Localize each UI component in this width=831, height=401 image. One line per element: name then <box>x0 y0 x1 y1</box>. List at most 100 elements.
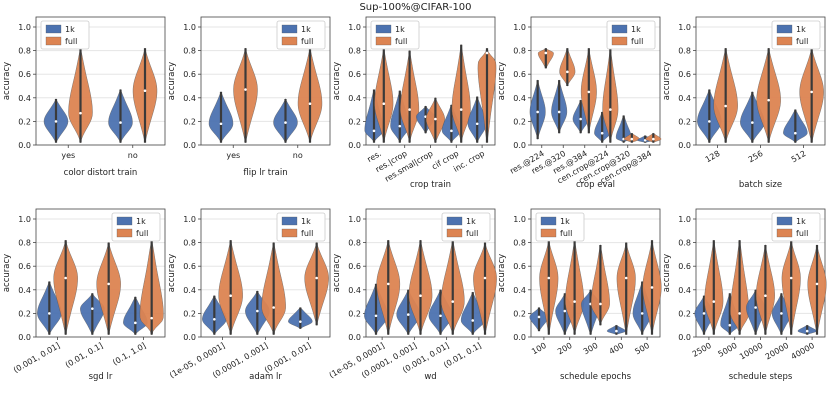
y-tick-label: 0.2 <box>18 117 31 126</box>
violin-median <box>566 70 569 74</box>
violin-median <box>702 312 706 315</box>
violin-median <box>557 110 561 114</box>
legend-label-1k: 1k <box>466 217 476 226</box>
violin-median <box>386 282 390 286</box>
chart-schedule-epochs: 0.0 0.2 0.4 0.6 0.8 1.0 accuracy 100 200 300 400 50… <box>497 208 662 382</box>
violin-median <box>219 122 223 126</box>
violin-median <box>563 309 567 313</box>
legend: 1k full <box>276 20 326 50</box>
y-tick-label: 0.6 <box>678 70 691 79</box>
axes-frame <box>35 16 166 146</box>
chart-wd: 0.0 0.2 0.4 0.6 0.8 1.0 accuracy (1e-05, 0.0001… <box>328 208 497 382</box>
legend: 1k full <box>40 20 90 50</box>
legend: 1k full <box>771 212 821 242</box>
chart-color-distort: 0.0 0.2 0.4 0.6 0.8 1.0 accuracy yes no color dis… <box>2 16 166 178</box>
legend-label-1k: 1k <box>560 217 570 226</box>
legend-swatch-1k <box>281 216 298 226</box>
violin-median <box>406 313 410 316</box>
violin-median <box>573 300 576 303</box>
x-axis-label: sgd lr <box>89 372 113 382</box>
x-axis-label: adam lr <box>249 372 282 382</box>
y-tick-label: 0.2 <box>183 309 196 318</box>
violin-median <box>459 108 463 111</box>
y-tick-label: 0.4 <box>513 286 526 295</box>
y-tick-label: 1.0 <box>513 23 526 32</box>
violin-median <box>54 120 58 123</box>
violin-median <box>587 90 591 94</box>
y-tick-label: 0.2 <box>678 309 691 318</box>
y-tick-label: 0.4 <box>348 286 361 295</box>
y-tick-label: 0.2 <box>513 309 526 318</box>
x-tick-label: 500 <box>633 341 651 356</box>
y-tick-label: 1.0 <box>348 23 361 32</box>
violin-median <box>119 121 122 124</box>
violin-median <box>408 108 411 111</box>
y-tick-label: 0.4 <box>183 286 196 295</box>
legend-label-full: full <box>466 229 478 238</box>
violin-median <box>579 117 582 121</box>
y-tick-label: 0.4 <box>183 94 196 103</box>
y-tick-label: 0.8 <box>348 47 361 56</box>
x-tick-label: 10000 <box>738 341 765 362</box>
y-tick-label: 0.8 <box>183 239 196 248</box>
violin-median <box>712 300 716 303</box>
y-tick-label: 0.6 <box>348 262 361 271</box>
chart-flip-lr: 0.0 0.2 0.4 0.6 0.8 1.0 accuracy yes no flip lr t… <box>167 16 331 178</box>
violin-median <box>439 314 442 318</box>
violin-median <box>419 294 422 298</box>
y-axis-label: accuracy <box>662 62 672 100</box>
legend-label-full: full <box>796 229 808 238</box>
x-tick-label: (0.001, 0.01] <box>12 341 62 375</box>
legend: 1k full <box>276 212 326 242</box>
legend-swatch-full <box>281 228 298 238</box>
violin-median <box>213 318 216 321</box>
violin-median <box>374 314 378 318</box>
legend-swatch-1k <box>611 24 628 34</box>
violin-median <box>382 102 386 105</box>
y-tick-label: 0.4 <box>18 94 31 103</box>
axes-frame <box>200 16 331 146</box>
y-tick-label: 0.8 <box>513 47 526 56</box>
violin-median <box>398 124 402 128</box>
legend: 1k full <box>441 212 491 242</box>
legend-label-full: full <box>560 229 572 238</box>
x-tick-label: no <box>293 151 303 160</box>
legend-label-full: full <box>796 37 808 46</box>
legend-label-full: full <box>136 229 148 238</box>
y-tick-label: 0.8 <box>678 239 691 248</box>
y-tick-label: 0.8 <box>183 47 196 56</box>
y-tick-label: 0.4 <box>513 94 526 103</box>
y-tick-label: 0.6 <box>18 70 31 79</box>
legend-swatch-1k <box>776 24 793 34</box>
legend-label-1k: 1k <box>301 25 311 34</box>
violin-median <box>229 294 232 298</box>
legend: 1k full <box>111 212 161 242</box>
x-tick-label: (0.001, 0.01] <box>263 341 313 375</box>
violin-median <box>134 321 137 325</box>
y-tick-label: 0.8 <box>18 47 31 56</box>
y-axis-label: accuracy <box>497 254 507 292</box>
y-tick-label: 0.0 <box>183 141 196 150</box>
legend-swatch-1k <box>281 24 298 34</box>
y-tick-label: 0.8 <box>348 239 361 248</box>
legend-swatch-1k <box>776 216 793 226</box>
violin-median <box>150 316 153 320</box>
y-tick-label: 0.4 <box>18 286 31 295</box>
violin-median <box>780 312 783 315</box>
violin-median <box>609 108 612 111</box>
legend-label-full: full <box>301 229 313 238</box>
y-tick-label: 1.0 <box>678 23 691 32</box>
legend-label-full: full <box>301 37 313 46</box>
violin-median <box>810 90 813 94</box>
y-tick-label: 1.0 <box>678 215 691 224</box>
x-axis-label: schedule steps <box>729 372 793 382</box>
violin-median <box>815 282 819 286</box>
violin-median <box>805 329 809 333</box>
y-tick-label: 0.8 <box>513 239 526 248</box>
y-tick-label: 0.0 <box>678 333 691 342</box>
chart-crop-train: 0.00.20.40.60.81.0accuracyres.res.|cropr… <box>332 16 497 190</box>
y-axis-label: accuracy <box>497 62 507 100</box>
violin-median <box>536 110 539 114</box>
violin-median <box>624 276 628 280</box>
